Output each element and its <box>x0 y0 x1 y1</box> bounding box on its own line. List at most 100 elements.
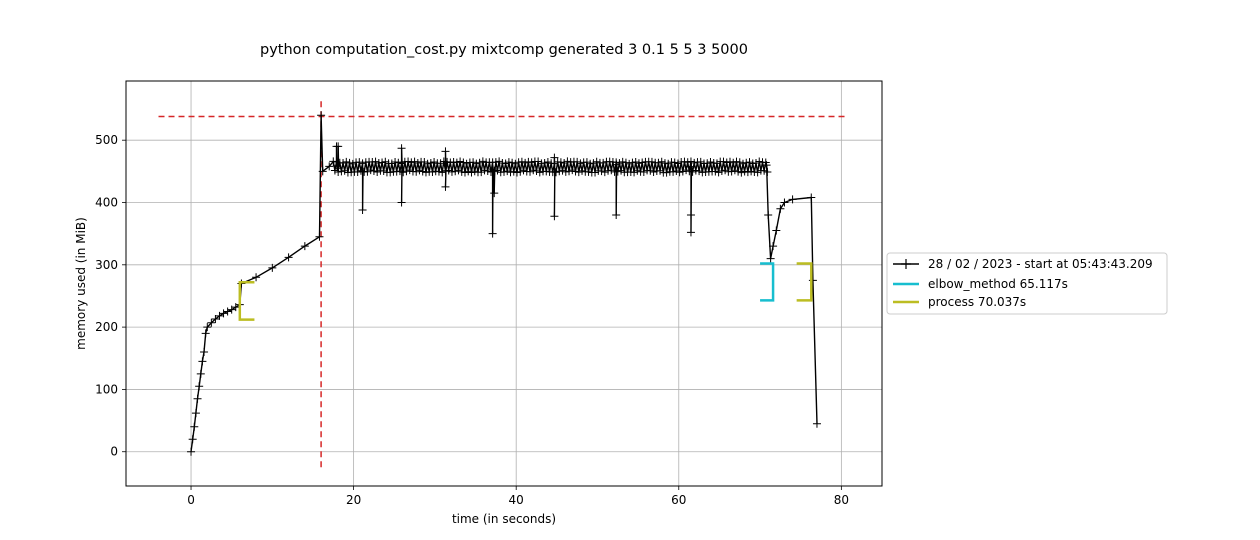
memory-point-marker <box>358 205 367 214</box>
legend-label-process: process 70.037s <box>928 295 1026 309</box>
memory-point-marker <box>526 167 535 176</box>
memory-point-marker <box>738 159 747 168</box>
memory-point-marker <box>201 329 210 338</box>
memory-point-marker <box>529 166 538 175</box>
memory-point-marker <box>348 159 357 168</box>
memory-point-marker <box>638 158 647 167</box>
memory-point-marker <box>430 158 439 167</box>
memory-point-marker <box>613 167 622 176</box>
memory-point-marker <box>742 158 751 167</box>
memory-point-marker <box>325 162 334 171</box>
memory-point-marker <box>556 158 565 167</box>
memory-point-marker <box>780 198 789 207</box>
memory-point-marker <box>268 263 277 272</box>
memory-point-marker <box>599 158 608 167</box>
y-axis: 0 100 200 300 400 500 <box>95 133 126 459</box>
memory-point-marker <box>568 166 577 175</box>
memory-point-marker <box>752 159 760 168</box>
memory-point-marker <box>772 226 781 235</box>
memory-point-marker <box>200 348 209 357</box>
memory-point-marker <box>371 157 380 166</box>
memory-point-marker <box>695 167 704 176</box>
memory-point-marker <box>755 157 764 166</box>
y-tick-label: 500 <box>95 133 118 147</box>
memory-point-marker <box>457 167 466 176</box>
memory-point-marker <box>462 159 471 168</box>
memory-point-marker <box>407 158 416 167</box>
memory-point-marker <box>745 158 754 167</box>
y-tick-label: 200 <box>95 320 118 334</box>
chart-title: python computation_cost.py mixtcomp gene… <box>260 42 748 58</box>
memory-point-marker <box>586 159 595 168</box>
memory-point-marker <box>591 168 600 177</box>
memory-point-marker <box>196 369 205 378</box>
x-tick-label: 0 <box>187 493 195 507</box>
memory-point-marker <box>558 166 567 175</box>
memory-point-marker <box>187 447 196 456</box>
memory-point-marker <box>441 147 450 156</box>
memory-point-marker <box>675 168 684 177</box>
memory-point-marker <box>488 229 497 238</box>
memory-point-marker <box>490 189 499 198</box>
memory-point-marker <box>812 419 821 428</box>
memory-point-marker <box>441 182 450 191</box>
plot-frame <box>125 80 883 487</box>
memory-point-marker <box>691 166 700 175</box>
memory-point-marker <box>470 167 479 176</box>
memory-point-marker <box>550 212 559 221</box>
memory-point-marker <box>318 167 327 176</box>
memory-point-marker <box>672 166 681 175</box>
memory-point-marker <box>405 166 414 175</box>
memory-point-marker <box>415 166 424 175</box>
memory-point-marker <box>231 303 240 312</box>
memory-point-marker <box>673 159 682 168</box>
memory-point-marker <box>284 253 293 262</box>
memory-point-marker <box>451 167 460 176</box>
memory-point-marker <box>444 166 453 175</box>
memory-point-marker <box>615 159 624 168</box>
memory-point-marker <box>776 204 785 213</box>
memory-point-marker <box>190 422 199 431</box>
memory-point-marker <box>576 159 585 168</box>
memory-point-marker <box>657 157 666 166</box>
memory-point-marker <box>215 311 224 320</box>
memory-point-marker <box>618 157 627 166</box>
memory-point-marker <box>682 166 691 175</box>
memory-point-marker <box>366 166 375 175</box>
memory-point-marker <box>413 158 422 167</box>
memory-point-marker <box>391 158 400 167</box>
memory-point-marker <box>582 158 591 167</box>
memory-point-marker <box>223 307 232 316</box>
legend: 28 / 02 / 2023 - start at 05:43:43.209 e… <box>886 252 1168 315</box>
memory-point-marker <box>203 323 212 332</box>
memory-point-marker <box>766 254 775 263</box>
memory-point-marker <box>193 394 202 403</box>
memory-point-marker <box>381 157 390 166</box>
elbow-method-bracket <box>760 262 775 302</box>
y-tick-label: 400 <box>95 196 118 210</box>
memory-point-marker <box>423 159 432 168</box>
memory-point-marker <box>592 157 601 166</box>
memory-point-marker <box>735 158 744 167</box>
memory-point-marker <box>472 159 481 168</box>
memory-point-marker <box>340 166 349 175</box>
memory-point-marker <box>762 161 771 170</box>
x-axis: 0 20 40 60 80 <box>187 486 849 507</box>
memory-point-marker <box>491 158 500 167</box>
memory-point-marker <box>198 357 207 366</box>
memory-point-marker <box>489 165 498 174</box>
memory-point-marker <box>788 195 797 204</box>
memory-point-marker <box>729 158 738 167</box>
memory-point-marker <box>387 159 396 168</box>
memory-point-marker <box>337 167 346 176</box>
memory-point-marker <box>696 157 705 166</box>
memory-point-marker <box>513 168 522 177</box>
y-tick-label: 0 <box>110 445 118 459</box>
data-layer <box>158 99 846 468</box>
memory-point-marker <box>399 168 408 177</box>
x-tick-label: 20 <box>346 493 361 507</box>
memory-point-marker <box>656 166 665 175</box>
grid <box>126 81 882 486</box>
memory-point-marker <box>342 157 351 166</box>
memory-point-marker <box>714 168 723 177</box>
